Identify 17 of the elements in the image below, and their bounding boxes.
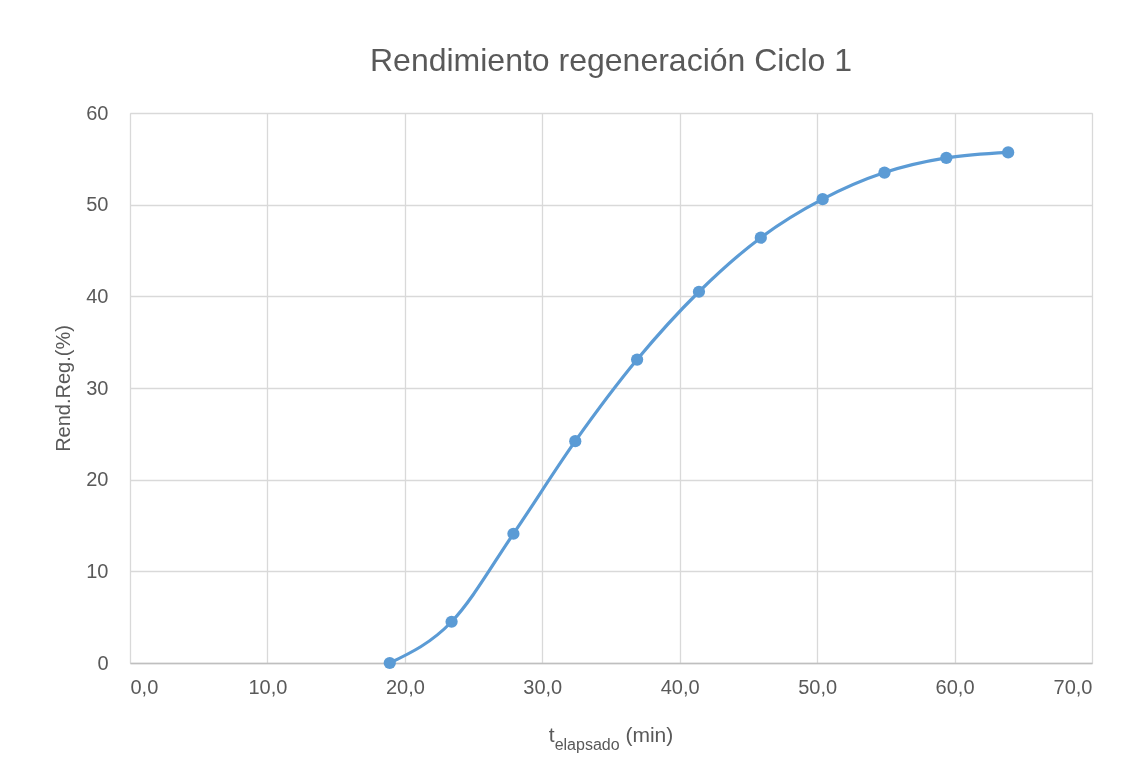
chart-title: Rendimiento regeneración Ciclo 1 [369,42,853,78]
y-tick-label: 20 [86,468,109,491]
y-tick-label: 10 [86,559,109,582]
x-tick-label: 50,0 [798,675,838,698]
x-tick-label: 10,0 [248,675,288,698]
x-tick-label: 0,0 [130,675,159,698]
x-tick-label: 30,0 [523,675,563,698]
y-tick-label: 60 [86,101,109,124]
y-tick-label: 30 [86,376,109,399]
y-tick-label: 0 [97,651,109,674]
x-tick-label: 20,0 [385,675,425,698]
y-axis-title: Rend.Reg.(%) [52,325,75,452]
y-tick-label: 50 [86,193,109,216]
y-tick-label: 40 [86,284,109,307]
x-tick-label: 70,0 [1053,675,1093,698]
x-tick-label: 60,0 [935,675,975,698]
x-tick-label: 40,0 [660,675,700,698]
